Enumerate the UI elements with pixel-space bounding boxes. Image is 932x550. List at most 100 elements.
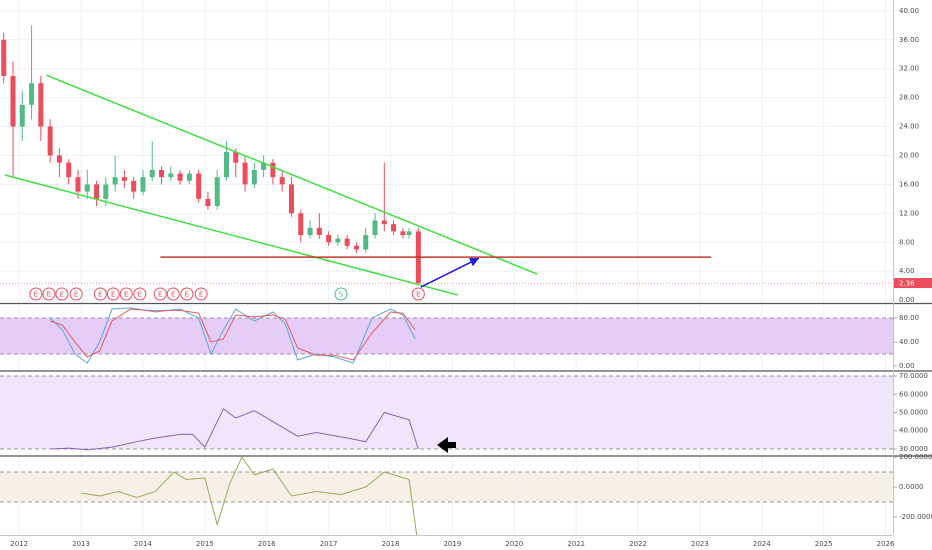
event-marker [153,287,167,301]
x-tick-label: 2026 [877,540,895,548]
x-tick-label: 2019 [443,540,461,548]
event-marker [133,287,147,301]
trend-line [4,174,459,296]
candle-body [10,75,16,127]
pane [0,457,893,535]
candle-body [94,184,100,199]
candle-body [149,169,155,178]
pane [0,375,893,451]
last-price-label: 2.36 [899,280,915,288]
y-tick-label: -200.0000 [899,513,932,521]
candle-body [298,213,304,236]
event-marker [106,287,120,301]
candle-body [196,173,202,199]
candle-body [38,83,44,127]
event-marker [93,287,107,301]
y-tick-label: 16.00 [899,180,919,188]
event-label: E [416,291,420,299]
y-tick-label: 40.00 [899,7,919,15]
candle-body [261,162,267,170]
y-tick-label: 20.00 [899,151,919,159]
event-marker [55,287,69,301]
y-tick-label: 8.00 [899,238,915,246]
event-marker [411,287,425,301]
candle-body [406,231,412,236]
last-price-box [894,278,932,289]
event-label: E [158,291,162,299]
candle-body [279,177,285,185]
y-tick-label: 40.00 [899,338,919,346]
candle-body [363,235,369,250]
candle-body [335,238,341,243]
candle-body [288,184,294,214]
y-tick-label: 4.00 [899,267,915,275]
candle-body [186,173,192,181]
x-tick-label: 2023 [691,540,709,548]
candle-body [140,177,146,192]
event-marker [334,287,348,301]
x-tick-label: 2012 [10,540,28,548]
candle-body [177,173,183,181]
candle-body [326,235,332,243]
band [0,472,893,502]
candle-body [242,162,248,185]
candle-body [353,245,359,250]
candle-body [84,184,90,192]
event-label: E [74,291,78,299]
candle-body [168,173,174,178]
x-tick-label: 2021 [567,540,585,548]
candle-body [131,180,137,192]
candle-body [103,184,109,199]
candle-body [251,169,257,185]
candle-body [344,238,350,246]
indicator-line [49,308,416,361]
candle-body [307,227,313,236]
pane [0,307,893,364]
event-label: E [34,291,38,299]
y-tick-label: 0.00 [899,362,915,370]
x-tick-label: 2013 [72,540,90,548]
x-tick-label: 2018 [382,540,400,548]
event-label: E [138,291,142,299]
event-label: E [47,291,51,299]
candle-body [121,177,127,181]
x-tick-label: 2022 [629,540,647,548]
candle-body [214,177,220,207]
x-tick-label: 2014 [134,540,152,548]
candle-body [75,177,81,192]
y-tick-label: 0.0000 [899,483,924,491]
trend-line [46,74,538,275]
event-label: E [171,291,175,299]
event-marker [42,287,56,301]
y-tick-label: 28.00 [899,94,919,102]
y-tick-label: 36.00 [899,36,919,44]
y-tick-label: 30.0000 [899,445,928,453]
candle-body [205,198,211,207]
axes: 2012 2013 2014 2015 2016 2017 2018 2019 2020 2021… [10,7,932,548]
candle-body [112,177,118,185]
y-tick-label: 0.00 [899,296,915,304]
y-tick-label: 200.0000 [899,453,932,461]
candle-body [1,39,7,76]
x-tick-label: 2020 [505,540,523,548]
y-tick-label: 80.00 [899,314,919,322]
indicator-line [50,408,419,451]
x-tick-label: 2015 [196,540,214,548]
y-tick-label: 32.00 [899,65,919,73]
event-label: E [124,291,128,299]
event-marker [69,287,83,301]
candle-body [47,126,53,156]
band [0,318,893,354]
event-marker [166,287,180,301]
candle-body [270,162,276,178]
arrow-icon [437,437,456,453]
candle-body [372,220,378,236]
y-tick-label: 50.0000 [899,408,928,416]
indicator-line [80,457,418,535]
event-marker [180,287,194,301]
event-marker [29,287,43,301]
